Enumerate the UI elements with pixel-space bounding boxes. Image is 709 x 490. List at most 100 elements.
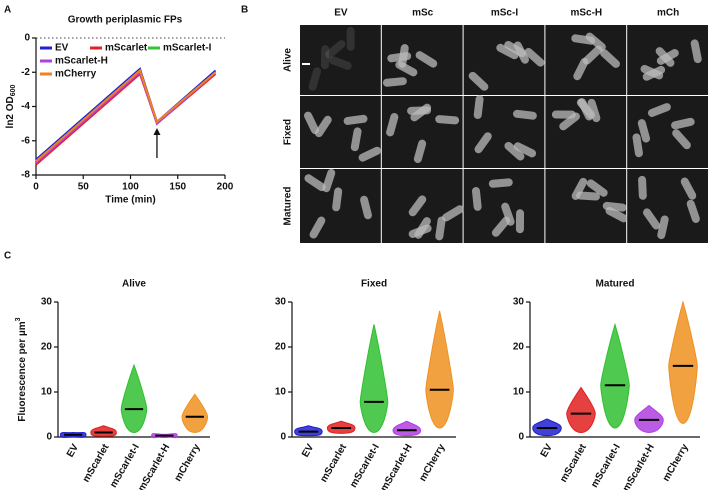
y-tick-label: -6 xyxy=(21,135,30,146)
cell xyxy=(578,98,594,121)
x-tick-label: mScarlet-I xyxy=(589,442,623,490)
legend-label: mScarlet-H xyxy=(55,56,108,67)
cell xyxy=(637,119,651,143)
cell xyxy=(571,177,588,200)
y-tick-label: 0 xyxy=(280,432,286,443)
cell xyxy=(642,208,661,230)
cell xyxy=(586,179,608,197)
cell xyxy=(304,111,319,135)
y-tick-label: 10 xyxy=(41,387,53,398)
cell xyxy=(435,115,460,125)
cell xyxy=(314,115,332,138)
x-tick-label: mScarlet-I xyxy=(348,442,382,490)
y-tick-label: 0 xyxy=(46,432,52,443)
cell xyxy=(491,216,511,237)
x-tick-label: mScarlet-H xyxy=(621,442,657,490)
row-label: Matured xyxy=(283,187,294,226)
x-axis-label: Time (min) xyxy=(105,195,155,206)
cell xyxy=(474,132,492,154)
legend-label: mScarlet-I xyxy=(163,43,212,54)
cell xyxy=(524,47,545,67)
cell xyxy=(471,186,482,211)
chart-title: Alive xyxy=(122,279,146,290)
y-axis-label: ln2 OD600 xyxy=(5,84,17,128)
y-axis-label-sub: 600 xyxy=(10,84,17,96)
cell xyxy=(332,187,343,212)
cell xyxy=(504,141,525,161)
row-label: Fixed xyxy=(283,119,294,145)
cell xyxy=(322,168,336,193)
y-axis-label: Fluorescence per µm3 xyxy=(15,317,28,421)
column-label: mSc-I xyxy=(491,8,518,19)
cell xyxy=(435,216,446,241)
cell xyxy=(408,224,432,239)
legend-label: mScarlet xyxy=(105,43,148,54)
cell xyxy=(513,41,529,64)
cell xyxy=(496,43,519,60)
micrograph xyxy=(300,25,381,95)
cell xyxy=(473,95,484,120)
cell xyxy=(413,139,427,164)
x-tick-label: mCherry xyxy=(661,442,691,483)
cell xyxy=(690,39,702,64)
cell xyxy=(320,45,330,70)
x-tick-label: 200 xyxy=(217,182,234,193)
cell xyxy=(657,215,669,240)
y-axis-label-sup: 3 xyxy=(15,317,22,321)
arrow-head xyxy=(153,128,161,135)
x-tick-label: EV xyxy=(539,442,555,459)
x-tick-label: mScarlet-H xyxy=(379,442,415,490)
y-tick-label: 30 xyxy=(513,297,525,308)
x-tick-label: mScarlet xyxy=(318,442,349,485)
cell xyxy=(415,51,438,68)
cell xyxy=(386,112,399,137)
cell xyxy=(358,146,382,162)
legend-label: EV xyxy=(55,43,69,54)
cell xyxy=(501,202,515,226)
x-tick-label: mScarlet-I xyxy=(108,442,142,490)
cell xyxy=(672,129,691,150)
y-axis-label-main: ln2 OD xyxy=(5,96,16,128)
column-label: mSc-H xyxy=(570,8,602,19)
x-tick-label: EV xyxy=(300,442,316,459)
cell xyxy=(309,216,326,239)
x-tick-label: mScarlet-H xyxy=(136,442,172,490)
cell xyxy=(346,26,355,51)
y-tick-label: -4 xyxy=(21,101,30,112)
cell xyxy=(655,47,675,67)
series-line xyxy=(35,68,217,163)
y-tick-label: -8 xyxy=(21,170,30,181)
cell xyxy=(600,49,620,68)
point-cloud xyxy=(120,363,148,434)
point-cloud xyxy=(181,393,209,434)
x-tick-label: mScarlet xyxy=(558,442,589,485)
cell xyxy=(360,195,372,220)
y-tick-label: 20 xyxy=(513,342,525,353)
x-tick-label: 100 xyxy=(122,182,139,193)
x-tick-label: 0 xyxy=(33,182,39,193)
y-tick-label: 30 xyxy=(275,297,287,308)
chart-title: Growth periplasmic FPs xyxy=(68,15,183,26)
y-tick-label: 0 xyxy=(24,33,30,44)
x-tick-label: 150 xyxy=(169,182,186,193)
cell xyxy=(680,177,697,200)
x-tick-label: 50 xyxy=(78,182,90,193)
y-tick-label: 30 xyxy=(41,297,53,308)
chart-title: Fixed xyxy=(361,279,387,290)
column-label: mSc xyxy=(412,8,434,19)
point-cloud xyxy=(566,386,596,434)
cell xyxy=(343,114,368,125)
panel-label: A xyxy=(4,5,11,16)
cell xyxy=(571,34,596,45)
cell xyxy=(638,175,647,200)
point-cloud xyxy=(425,310,454,429)
cell xyxy=(602,201,627,212)
panel-label: C xyxy=(4,251,11,262)
column-label: EV xyxy=(334,8,348,19)
cell xyxy=(325,40,346,59)
point-cloud xyxy=(90,425,117,437)
column-label: mCh xyxy=(657,8,679,19)
cell xyxy=(632,133,643,158)
y-tick-label: 0 xyxy=(518,432,524,443)
